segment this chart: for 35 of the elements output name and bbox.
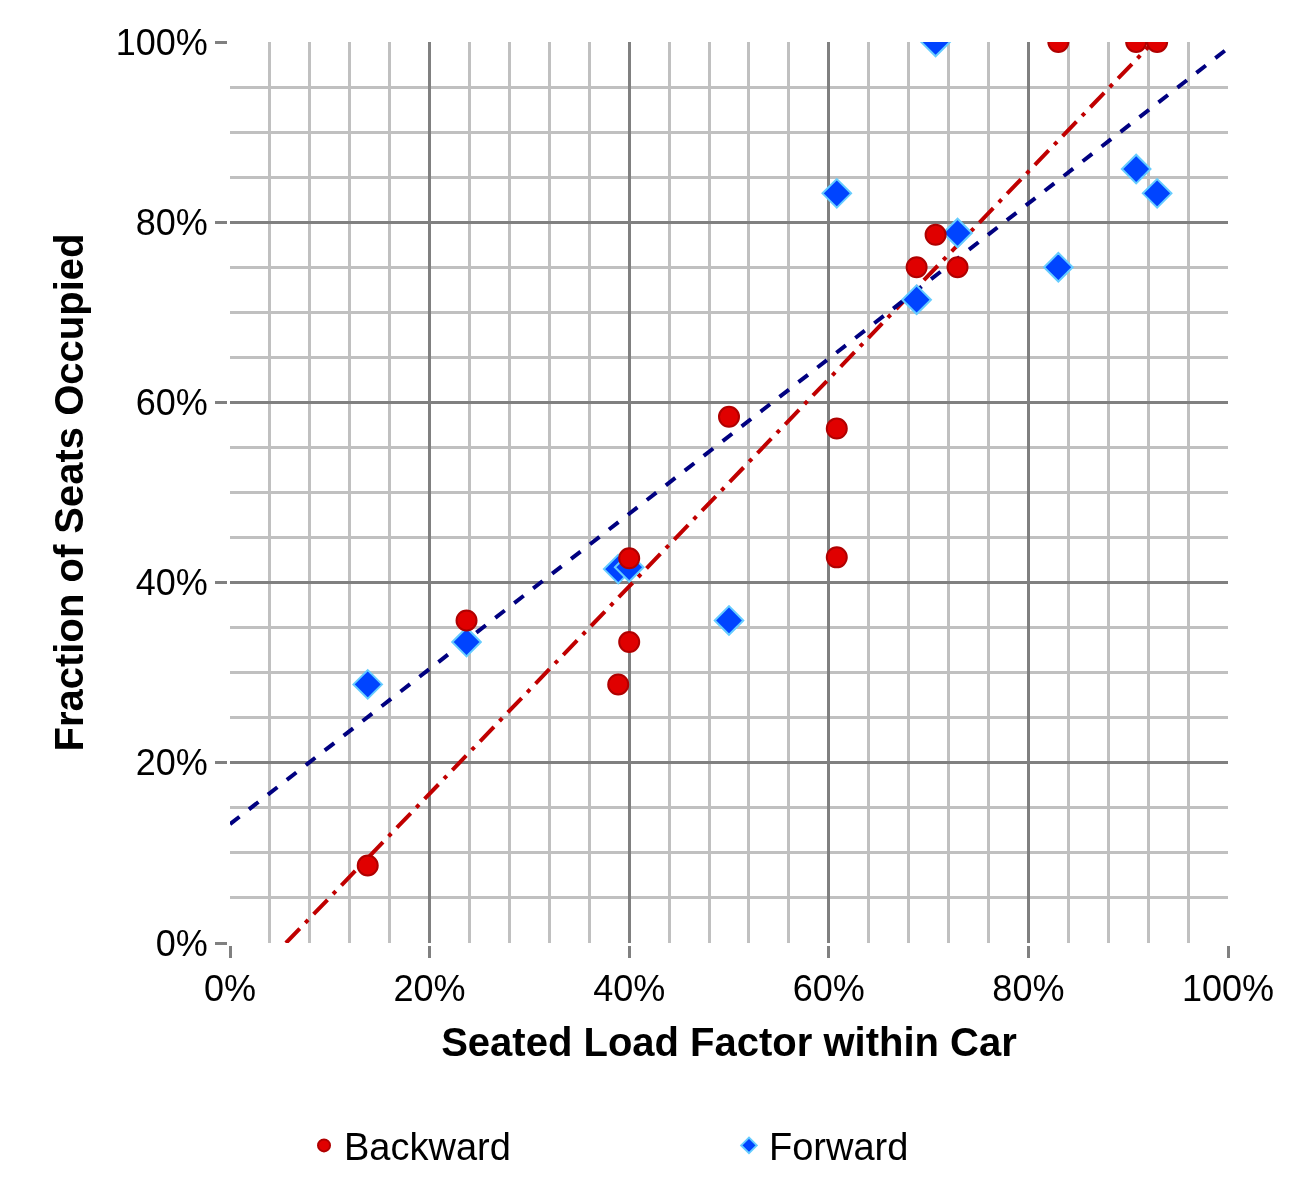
y-tick-label: 60% <box>135 382 208 423</box>
y-tick-label: 80% <box>135 201 208 243</box>
x-tick-label: 0% <box>203 968 257 1010</box>
y-tick-label: 40% <box>135 562 208 604</box>
point <box>618 547 641 570</box>
y-tick-label: 20% <box>135 742 208 784</box>
point <box>356 854 379 877</box>
point <box>1141 178 1173 209</box>
x-tick-label: 100% <box>1181 968 1275 1010</box>
point <box>946 256 969 279</box>
x-tick-label: 40% <box>593 968 666 1010</box>
legend-label: Forward <box>769 1126 909 1169</box>
point <box>1043 251 1074 283</box>
point <box>455 609 478 632</box>
x-tick-label: 80% <box>992 968 1065 1010</box>
point <box>718 405 740 428</box>
y-tick-label: 0% <box>155 922 208 964</box>
point <box>618 631 641 654</box>
y-tick-label: 100% <box>115 21 208 63</box>
point <box>905 256 928 279</box>
x-tick-label: 60% <box>792 968 865 1010</box>
point <box>821 178 853 209</box>
point <box>901 284 932 315</box>
legend-label: Backward <box>344 1126 511 1169</box>
point <box>1120 153 1152 185</box>
y-axis-title: Fraction of Seats Occupied <box>47 233 92 752</box>
point <box>713 605 745 636</box>
point <box>825 546 848 569</box>
point <box>352 669 384 700</box>
point <box>942 217 973 249</box>
x-axis-title: Seated Load Factor within Car <box>441 1019 1017 1064</box>
x-tick-label: 20% <box>393 968 466 1010</box>
point <box>825 417 848 440</box>
point <box>607 673 630 696</box>
point <box>924 223 947 246</box>
